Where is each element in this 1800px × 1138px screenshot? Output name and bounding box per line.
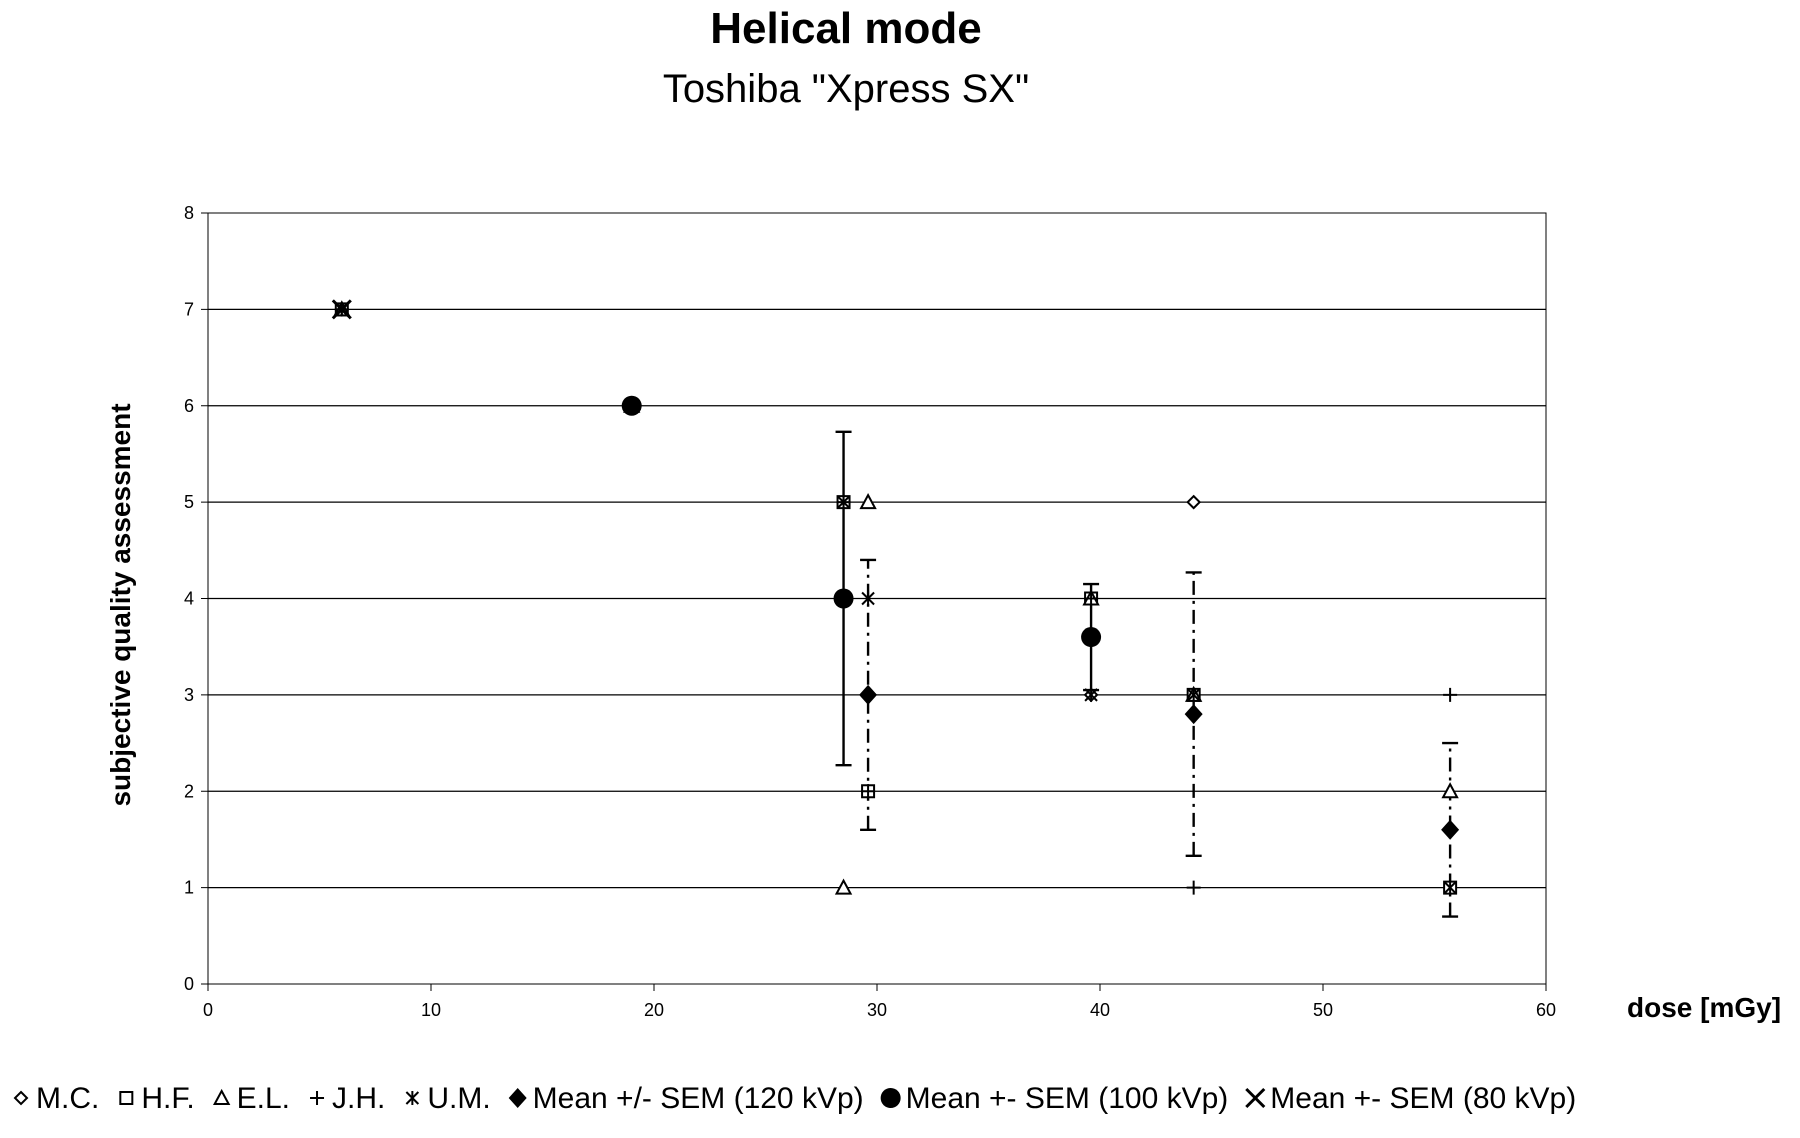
mean-point-1 bbox=[1081, 627, 1102, 648]
error-bars bbox=[835, 430, 1459, 918]
x-tick-label: 50 bbox=[1313, 1000, 1333, 1020]
legend-label: J.H. bbox=[332, 1082, 385, 1115]
x-tick-label: 10 bbox=[421, 1000, 441, 1020]
legend-label: Mean +- SEM (80 kVp) bbox=[1270, 1082, 1576, 1115]
mean-point-2 bbox=[331, 299, 352, 320]
legend-item: M.C. bbox=[13, 1082, 99, 1115]
legend-item: Mean +- SEM (80 kVp) bbox=[1245, 1082, 1576, 1115]
legend-marker bbox=[13, 1090, 29, 1106]
legend: M.C. H.F. E.L. J.H. U.M. Mean +/- SEM (120 kV… bbox=[13, 1082, 1576, 1115]
point-um bbox=[1443, 880, 1457, 895]
legend-label: Mean +- SEM (100 kVp) bbox=[906, 1082, 1229, 1115]
point-jh bbox=[1443, 687, 1458, 702]
x-tick-labels: 0 10 20 30 40 50 60 bbox=[203, 1000, 1556, 1020]
legend-item: J.H. bbox=[310, 1082, 385, 1115]
x-tick-label: 30 bbox=[867, 1000, 887, 1020]
chart-subtitle: Toshiba "Xpress SX" bbox=[663, 67, 1029, 111]
axes bbox=[201, 212, 1547, 991]
y-tick-label: 5 bbox=[184, 492, 194, 512]
point-jh bbox=[1084, 591, 1099, 606]
grid bbox=[208, 308, 1546, 889]
y-tick-label: 3 bbox=[184, 685, 194, 705]
y-tick-label: 6 bbox=[184, 396, 194, 416]
legend-item: H.F. bbox=[119, 1082, 195, 1115]
legend-item: U.M. bbox=[405, 1082, 491, 1115]
legend-label: H.F. bbox=[141, 1082, 194, 1115]
x-tick-label: 60 bbox=[1536, 1000, 1556, 1020]
x-tick-label: 20 bbox=[644, 1000, 664, 1020]
y-tick-labels: 0 1 2 3 4 5 6 7 8 bbox=[184, 203, 194, 994]
legend-marker bbox=[119, 1091, 134, 1105]
x-tick-label: 40 bbox=[1090, 1000, 1110, 1020]
point-el bbox=[859, 493, 877, 510]
point-el bbox=[1441, 782, 1459, 799]
mean-point-1 bbox=[621, 395, 642, 416]
y-tick-label: 1 bbox=[184, 878, 194, 898]
x-tick-label: 0 bbox=[203, 1000, 213, 1020]
mean-point-0 bbox=[1441, 819, 1460, 840]
x-axis-label: dose [mGy] bbox=[1627, 992, 1781, 1023]
legend-item: Mean +/- SEM (120 kVp) bbox=[508, 1082, 864, 1115]
y-tick-label: 8 bbox=[184, 203, 194, 223]
mean-point-0 bbox=[859, 684, 878, 705]
legend-marker bbox=[880, 1088, 901, 1108]
mean-point-1 bbox=[833, 588, 854, 609]
point-mc bbox=[1186, 494, 1202, 510]
point-um bbox=[1186, 687, 1201, 702]
point-el bbox=[834, 878, 853, 895]
legend-label: Mean +/- SEM (120 kVp) bbox=[533, 1082, 864, 1115]
point-um bbox=[861, 591, 875, 606]
chart-title: Helical mode bbox=[710, 4, 981, 53]
mean-points bbox=[331, 299, 1460, 840]
legend-marker bbox=[405, 1091, 420, 1105]
y-axis-label: subjective quality assessment bbox=[105, 403, 136, 806]
legend-marker bbox=[310, 1091, 325, 1105]
legend-marker bbox=[212, 1088, 231, 1105]
point-um bbox=[1084, 687, 1098, 702]
legend-item: Mean +- SEM (100 kVp) bbox=[880, 1082, 1229, 1115]
legend-marker bbox=[1245, 1087, 1266, 1109]
mean-point-0 bbox=[1184, 704, 1203, 725]
y-tick-label: 4 bbox=[184, 589, 194, 609]
legend-marker bbox=[508, 1088, 527, 1108]
point-jh bbox=[861, 784, 876, 799]
y-tick-label: 7 bbox=[184, 299, 194, 319]
legend-label: U.M. bbox=[427, 1082, 490, 1115]
legend-label: E.L. bbox=[237, 1082, 290, 1115]
point-jh bbox=[1186, 880, 1201, 895]
y-tick-label: 0 bbox=[184, 974, 194, 994]
y-tick-label: 2 bbox=[184, 781, 194, 801]
legend-label: M.C. bbox=[36, 1082, 99, 1115]
point-um bbox=[836, 495, 851, 510]
legend-item: E.L. bbox=[212, 1082, 290, 1115]
